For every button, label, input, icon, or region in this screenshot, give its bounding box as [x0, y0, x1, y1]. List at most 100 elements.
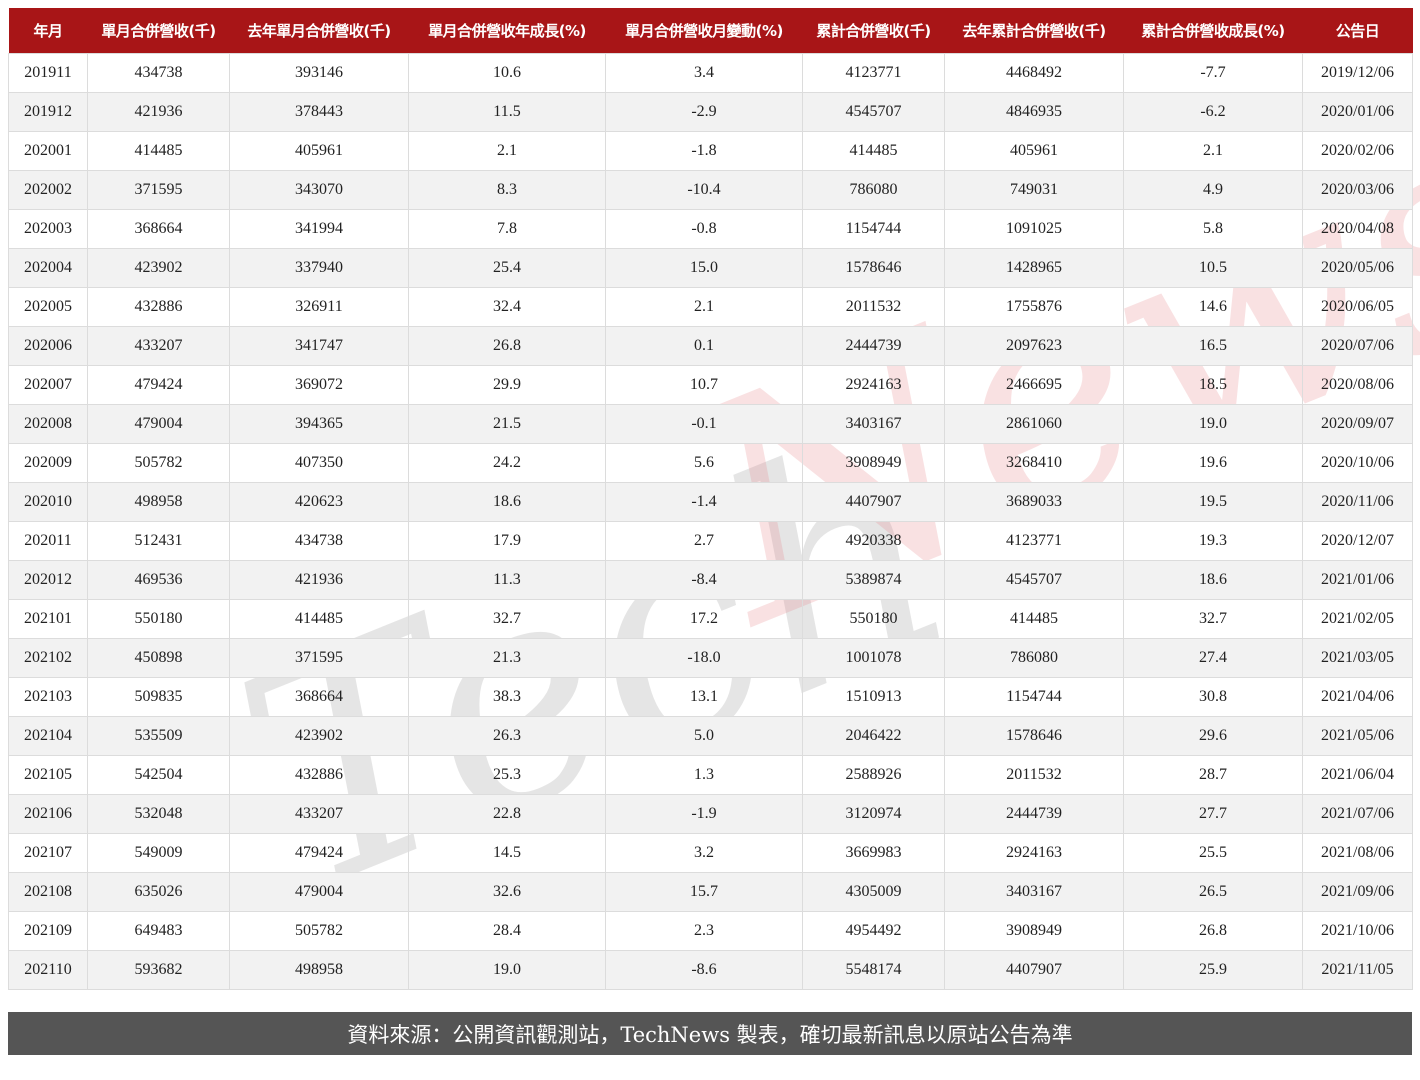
- table-cell: 16.5: [1123, 326, 1303, 366]
- table-cell: 1755876: [944, 287, 1124, 327]
- table-cell: 0.1: [605, 326, 803, 366]
- table-cell: 1154744: [802, 209, 945, 249]
- column-header: 去年單月合併營收(千): [229, 8, 409, 54]
- table-cell: 14.6: [1123, 287, 1303, 327]
- table-cell: 2.1: [408, 131, 606, 171]
- table-cell: 2924163: [802, 365, 945, 405]
- table-cell: 1001078: [802, 638, 945, 678]
- table-cell: 2021/09/06: [1302, 872, 1413, 912]
- table-cell: 2021/10/06: [1302, 911, 1413, 951]
- table-row: 202005 432886 326911 32.4 2.1 2011532 1755876 1…: [8, 287, 1413, 327]
- table-row: 202006 433207 341747 26.8 0.1 2444739 2097623 1…: [8, 326, 1413, 366]
- table-cell: 368664: [229, 677, 409, 717]
- table-cell: 2020/11/06: [1302, 482, 1413, 522]
- table-cell: 15.7: [605, 872, 803, 912]
- column-header: 公告日: [1302, 8, 1413, 54]
- table-cell: 2020/04/08: [1302, 209, 1413, 249]
- table-cell: 498958: [87, 482, 230, 522]
- table-cell: -8.6: [605, 950, 803, 990]
- table-cell: 2020/03/06: [1302, 170, 1413, 210]
- table-cell: 421936: [87, 92, 230, 132]
- table-cell: 2466695: [944, 365, 1124, 405]
- table-cell: 414485: [87, 131, 230, 171]
- column-header: 累計合併營收成長(%): [1123, 8, 1303, 54]
- table-cell: 202010: [8, 482, 88, 522]
- table-cell: 2.7: [605, 521, 803, 561]
- table-cell: 19.6: [1123, 443, 1303, 483]
- table-cell: 2020/06/05: [1302, 287, 1413, 327]
- table-cell: 38.3: [408, 677, 606, 717]
- table-header-row: 年月 單月合併營收(千) 去年單月合併營收(千) 單月合併營收年成長(%) 單月合併營收…: [8, 8, 1413, 54]
- table-cell: 1578646: [802, 248, 945, 288]
- table-cell: 11.3: [408, 560, 606, 600]
- table-cell: 550180: [802, 599, 945, 639]
- table-cell: 414485: [802, 131, 945, 171]
- column-header: 累計合併營收(千): [802, 8, 945, 54]
- table-cell: 14.5: [408, 833, 606, 873]
- table-cell: 2861060: [944, 404, 1124, 444]
- table-cell: 202008: [8, 404, 88, 444]
- table-cell: 19.0: [408, 950, 606, 990]
- table-cell: 3.4: [605, 53, 803, 93]
- table-cell: 2020/05/06: [1302, 248, 1413, 288]
- table-cell: 479424: [229, 833, 409, 873]
- table-cell: 4407907: [944, 950, 1124, 990]
- table-row: 202101 550180 414485 32.7 17.2 550180 414485 32…: [8, 599, 1413, 639]
- table-cell: 4123771: [944, 521, 1124, 561]
- table-cell: 2021/03/05: [1302, 638, 1413, 678]
- table-cell: 202108: [8, 872, 88, 912]
- table-cell: 15.0: [605, 248, 803, 288]
- table-row: 202010 498958 420623 18.6 -1.4 4407907 3689033…: [8, 482, 1413, 522]
- table-cell: 1428965: [944, 248, 1124, 288]
- table-cell: 635026: [87, 872, 230, 912]
- table-cell: 25.5: [1123, 833, 1303, 873]
- table-cell: 10.7: [605, 365, 803, 405]
- table-cell: 202009: [8, 443, 88, 483]
- table-cell: 19.0: [1123, 404, 1303, 444]
- table-cell: 3689033: [944, 482, 1124, 522]
- table-cell: 27.4: [1123, 638, 1303, 678]
- table-row: 202011 512431 434738 17.9 2.7 4920338 4123771 1…: [8, 521, 1413, 561]
- table-cell: 450898: [87, 638, 230, 678]
- table-cell: 505782: [87, 443, 230, 483]
- table-cell: 2021/06/04: [1302, 755, 1413, 795]
- table-cell: 202007: [8, 365, 88, 405]
- table-row: 202104 535509 423902 26.3 5.0 2046422 1578646 2…: [8, 716, 1413, 756]
- table-cell: 749031: [944, 170, 1124, 210]
- table-cell: 421936: [229, 560, 409, 600]
- table-cell: 2020/09/07: [1302, 404, 1413, 444]
- table-cell: 202005: [8, 287, 88, 327]
- table-cell: 202110: [8, 950, 88, 990]
- table-cell: 505782: [229, 911, 409, 951]
- table-cell: 26.8: [1123, 911, 1303, 951]
- table-cell: 202003: [8, 209, 88, 249]
- table-cell: 202107: [8, 833, 88, 873]
- table-cell: 17.9: [408, 521, 606, 561]
- table-cell: 414485: [229, 599, 409, 639]
- table-cell: 29.9: [408, 365, 606, 405]
- table-cell: 21.5: [408, 404, 606, 444]
- table-cell: 432886: [229, 755, 409, 795]
- table-row: 202109 649483 505782 28.4 2.3 4954492 3908949 2…: [8, 911, 1413, 951]
- table-cell: -18.0: [605, 638, 803, 678]
- table-cell: 2019/12/06: [1302, 53, 1413, 93]
- table-cell: 371595: [87, 170, 230, 210]
- table-cell: 1578646: [944, 716, 1124, 756]
- table-cell: 479004: [87, 404, 230, 444]
- table-row: 202110 593682 498958 19.0 -8.6 5548174 4407907…: [8, 950, 1413, 990]
- table-cell: 4954492: [802, 911, 945, 951]
- table-cell: 433207: [229, 794, 409, 834]
- table-cell: 202106: [8, 794, 88, 834]
- table-cell: 5.0: [605, 716, 803, 756]
- table-cell: 420623: [229, 482, 409, 522]
- table-cell: 649483: [87, 911, 230, 951]
- table-cell: 4545707: [802, 92, 945, 132]
- table-cell: 1154744: [944, 677, 1124, 717]
- table-cell: 2588926: [802, 755, 945, 795]
- table-cell: 2021/05/06: [1302, 716, 1413, 756]
- table-cell: 8.3: [408, 170, 606, 210]
- table-cell: 32.4: [408, 287, 606, 327]
- table-cell: -1.4: [605, 482, 803, 522]
- table-cell: 202109: [8, 911, 88, 951]
- table-cell: 509835: [87, 677, 230, 717]
